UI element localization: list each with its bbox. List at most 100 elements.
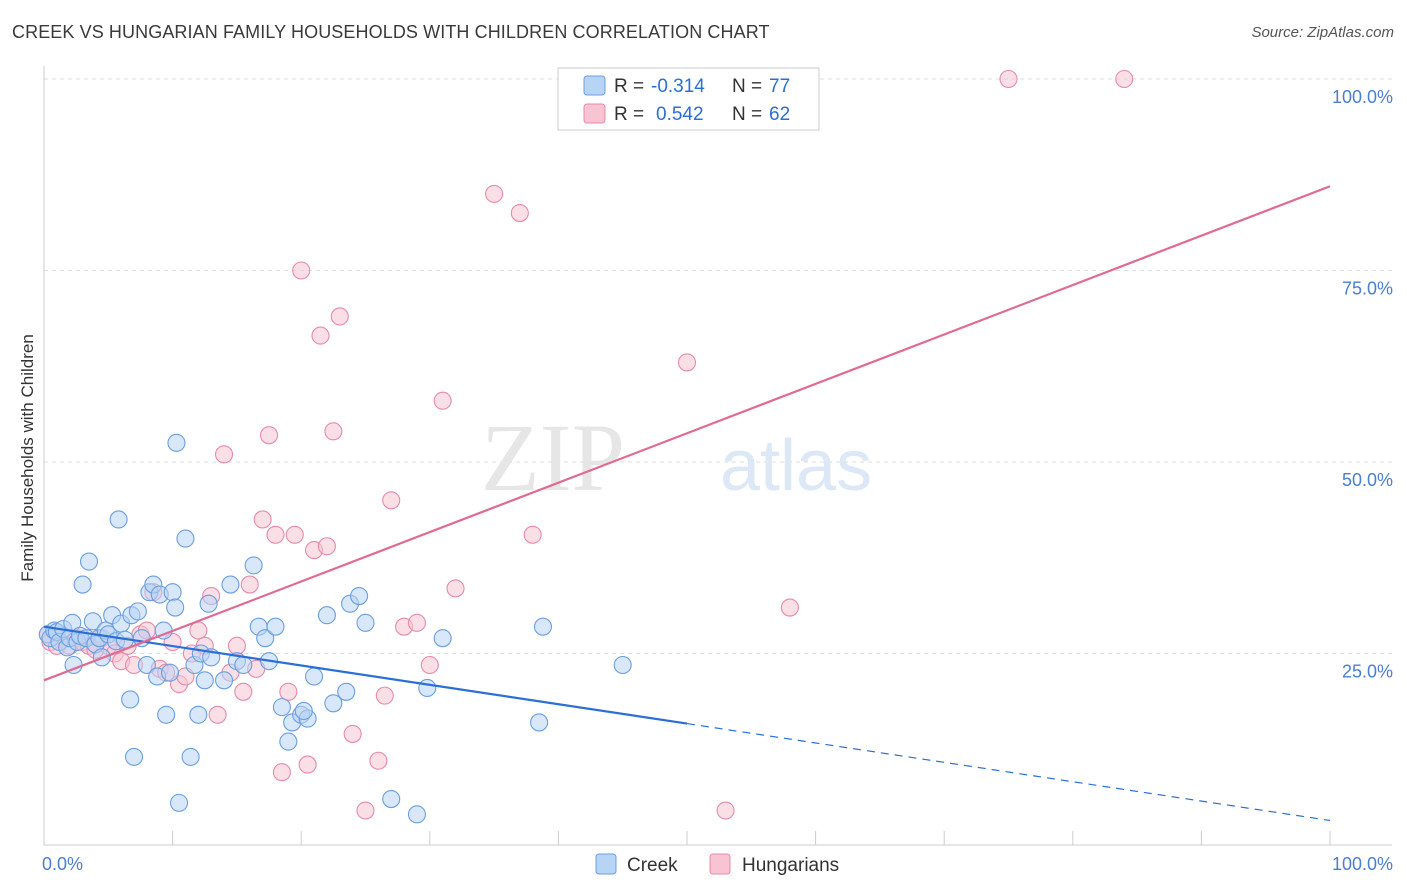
creek-point-14: [79, 552, 99, 571]
creek-point-75: [418, 678, 437, 698]
legend-n-value-2: 62: [769, 104, 790, 125]
creek-point-78: [533, 617, 553, 636]
bottom-legend-creek: Creek: [627, 855, 678, 876]
creek-point-49: [199, 594, 218, 613]
hungarians-point-44: [317, 537, 336, 556]
hungarians-point-31: [234, 682, 253, 701]
chart-title: CREEK VS HUNGARIAN FAMILY HOUSEHOLDS WIT…: [12, 22, 770, 42]
hungarians-point-28: [214, 445, 234, 464]
legend-n-label-2: N =: [732, 104, 762, 125]
creek-point-37: [157, 705, 176, 724]
hungarians-point-36: [266, 525, 285, 544]
hungarians-point-47: [343, 724, 362, 743]
creek-point-43: [176, 529, 195, 548]
hungarians-point-45: [324, 422, 343, 441]
hungarians-point-38: [279, 682, 298, 701]
legend-swatch-creek: [583, 75, 606, 96]
hungarians-point-30: [227, 636, 246, 655]
creek-point-38: [160, 663, 180, 682]
creek-point-73: [382, 789, 401, 809]
hungarians-point-34: [253, 510, 272, 529]
legend-r-value-1: -0.314: [651, 76, 705, 97]
creek-point-77: [530, 713, 549, 732]
legend-r-label-1: R =: [614, 76, 644, 97]
hungarians-point-63: [999, 69, 1018, 89]
hungarians-point-48: [356, 801, 375, 820]
y-tick-label-0: 25.0%: [1342, 662, 1393, 682]
creek-point-41: [169, 793, 189, 812]
hungarians-point-61: [716, 801, 735, 820]
trend-lines: [43, 185, 1331, 822]
hungarians-point-59: [523, 525, 542, 544]
creek-point-66: [305, 667, 324, 686]
creek-point-42: [167, 433, 186, 452]
hungarians-point-58: [510, 204, 529, 223]
creek-point-60: [272, 698, 291, 717]
legend-swatch-hungarians: [583, 103, 606, 124]
creek-point-72: [356, 613, 375, 632]
bottom-legend-hungarians: Hungarians: [742, 855, 839, 876]
legend-r-value-2: 0.542: [656, 104, 704, 125]
watermark-atlas: atlas: [720, 426, 872, 506]
creek-point-55: [244, 556, 263, 575]
hungarians-point-64: [1115, 69, 1134, 89]
creek-point-44: [181, 747, 200, 766]
hungarians-point-24: [189, 621, 208, 640]
creek-point-28: [124, 747, 144, 766]
hungarians-point-57: [485, 184, 504, 203]
creek-trend-line: [43, 625, 688, 725]
hungarians-point-60: [677, 353, 697, 372]
creek-points: [38, 433, 632, 824]
creek-point-57: [256, 629, 275, 648]
creek-point-31: [137, 655, 156, 675]
hungarians-point-55: [433, 391, 452, 410]
hungarians-point-37: [272, 763, 291, 782]
creek-point-40: [166, 598, 185, 617]
hungarians-point-54: [420, 655, 439, 675]
hungarians-point-41: [298, 755, 317, 774]
creek-point-52: [221, 575, 240, 594]
hungarians-point-40: [292, 261, 311, 280]
hungarians-point-62: [780, 598, 799, 617]
stats-legend: R = -0.314 N = 77 R = 0.542 N = 62: [557, 67, 820, 131]
chart-source: Source: ZipAtlas.com: [1251, 24, 1394, 41]
creek-point-68: [324, 694, 343, 713]
legend-n-label-1: N =: [732, 76, 762, 97]
hungarians-point-43: [311, 326, 330, 345]
creek-point-48: [195, 671, 214, 690]
creek-point-46: [189, 705, 208, 724]
y-tick-label-2: 75.0%: [1342, 279, 1393, 299]
watermark: ZIP atlas: [481, 404, 872, 511]
hungarians-point-27: [208, 705, 227, 724]
hungarians-point-51: [382, 491, 401, 510]
bottom-swatch-hungarians: [709, 853, 731, 875]
creek-point-26: [121, 690, 140, 709]
hungarians-point-46: [330, 307, 349, 326]
y-tick-label-1: 50.0%: [1342, 470, 1393, 490]
y-tick-label-3: 100.0%: [1332, 87, 1393, 107]
hungarians-point-39: [285, 525, 304, 544]
watermark-zip: ZIP: [481, 404, 625, 511]
creek-point-79: [613, 655, 632, 675]
tick-labels: 25.0% 50.0% 75.0% 100.0% 0.0% 100.0%: [42, 87, 1393, 874]
legend-r-label-2: R =: [614, 104, 644, 125]
creek-point-29: [128, 602, 147, 621]
creek-point-76: [433, 629, 452, 648]
hungarians-point-56: [446, 579, 465, 598]
hungarians-point-49: [369, 751, 388, 770]
hungarians-point-50: [375, 686, 394, 705]
bottom-swatch-creek: [595, 853, 617, 875]
creek-point-23: [109, 510, 128, 529]
creek-point-15: [83, 612, 102, 631]
hungarians-point-32: [240, 575, 259, 594]
creek-point-12: [73, 575, 92, 594]
creek-point-67: [317, 606, 336, 625]
x-tick-label-1: 100.0%: [1332, 854, 1393, 874]
x-tick-label-0: 0.0%: [42, 854, 83, 874]
creek-point-59: [266, 617, 285, 636]
creek-point-71: [350, 586, 369, 606]
hungarians-point-53: [407, 613, 426, 632]
hungarians-point-35: [259, 426, 279, 445]
creek-point-65: [294, 701, 313, 721]
